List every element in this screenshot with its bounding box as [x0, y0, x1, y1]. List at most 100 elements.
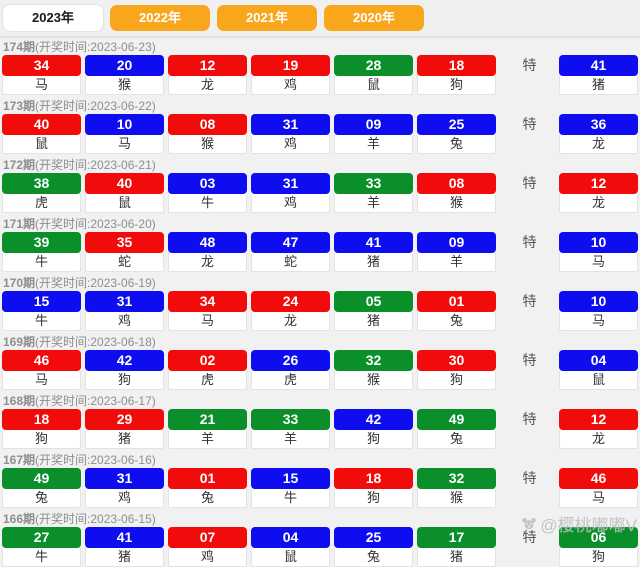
ball-zodiac: 蛇 [85, 253, 164, 272]
ball-cell: 04 鼠 [559, 350, 638, 390]
ball-number: 10 [559, 232, 638, 253]
ball-cell: 15 牛 [251, 468, 330, 508]
ball-zodiac: 猪 [85, 548, 164, 567]
special-spacer: 特 [500, 350, 559, 390]
ball-cell: 34 马 [168, 291, 247, 331]
ball-cell: 10 马 [559, 232, 638, 272]
ball-zodiac: 狗 [334, 489, 413, 508]
ball-cell: 09 羊 [334, 114, 413, 154]
tab-year-2020[interactable]: 2020年 [324, 5, 424, 31]
ball-number: 34 [168, 291, 247, 312]
ball-zodiac: 牛 [2, 312, 81, 331]
period-title: 172期(开奖时间:2023-06-21) [2, 157, 638, 172]
ball-cell: 40 鼠 [85, 173, 164, 213]
ball-number: 08 [417, 173, 496, 194]
ball-number: 40 [2, 114, 81, 135]
ball-zodiac: 兔 [417, 135, 496, 154]
ball-zodiac: 狗 [559, 548, 638, 567]
tab-year-2023[interactable]: 2023年 [3, 5, 103, 31]
ball-row: 49 兔 31 鸡 01 兔 15 牛 18 狗 32 猴 特 46 马 [2, 468, 638, 508]
ball-zodiac: 虎 [251, 371, 330, 390]
ball-cell: 40 鼠 [2, 114, 81, 154]
ball-number: 31 [85, 468, 164, 489]
ball-zodiac: 猴 [85, 76, 164, 95]
period-row: 174期(开奖时间:2023-06-23) 34 马 20 猴 12 龙 19 … [2, 39, 638, 95]
ball-zodiac: 狗 [85, 371, 164, 390]
ball-number: 46 [559, 468, 638, 489]
ball-zodiac: 龙 [251, 312, 330, 331]
ball-number: 33 [334, 173, 413, 194]
ball-zodiac: 猴 [334, 371, 413, 390]
ball-number: 10 [85, 114, 164, 135]
ball-zodiac: 虎 [2, 194, 81, 213]
ball-cell: 34 马 [2, 55, 81, 95]
ball-number: 19 [251, 55, 330, 76]
ball-number: 09 [334, 114, 413, 135]
ball-number: 36 [559, 114, 638, 135]
period-number: 168期 [3, 394, 36, 408]
ball-number: 34 [2, 55, 81, 76]
period-number: 166期 [3, 512, 36, 526]
ball-cell: 28 鼠 [334, 55, 413, 95]
ball-cell: 06 狗 [559, 527, 638, 567]
special-spacer: 特 [500, 173, 559, 213]
ball-cell: 27 牛 [2, 527, 81, 567]
special-spacer: 特 [500, 232, 559, 272]
ball-zodiac: 鼠 [334, 76, 413, 95]
ball-zodiac: 狗 [334, 430, 413, 449]
ball-zodiac: 猪 [334, 253, 413, 272]
ball-number: 46 [2, 350, 81, 371]
period-number: 172期 [3, 158, 36, 172]
period-number: 173期 [3, 99, 36, 113]
ball-zodiac: 猪 [417, 548, 496, 567]
special-spacer: 特 [500, 55, 559, 95]
ball-number: 41 [85, 527, 164, 548]
ball-number: 48 [168, 232, 247, 253]
draw-time: (开奖时间:2023-06-22) [35, 99, 156, 113]
period-title: 171期(开奖时间:2023-06-20) [2, 216, 638, 231]
ball-zodiac: 羊 [251, 430, 330, 449]
ball-number: 02 [168, 350, 247, 371]
ball-number: 09 [417, 232, 496, 253]
period-row: 173期(开奖时间:2023-06-22) 40 鼠 10 马 08 猴 31 … [2, 98, 638, 154]
period-number: 167期 [3, 453, 36, 467]
ball-row: 39 牛 35 蛇 48 龙 47 蛇 41 猪 09 羊 特 10 马 [2, 232, 638, 272]
ball-number: 26 [251, 350, 330, 371]
special-label: 特 [522, 57, 537, 73]
period-row: 167期(开奖时间:2023-06-16) 49 兔 31 鸡 01 兔 15 … [2, 452, 638, 508]
special-spacer: 特 [500, 114, 559, 154]
ball-number: 47 [251, 232, 330, 253]
ball-cell: 10 马 [85, 114, 164, 154]
draw-time: (开奖时间:2023-06-18) [35, 335, 156, 349]
ball-cell: 19 鸡 [251, 55, 330, 95]
ball-zodiac: 鸡 [85, 312, 164, 331]
ball-cell: 31 鸡 [251, 173, 330, 213]
ball-zodiac: 猴 [168, 135, 247, 154]
ball-cell: 49 兔 [2, 468, 81, 508]
ball-cell: 24 龙 [251, 291, 330, 331]
ball-zodiac: 猪 [85, 430, 164, 449]
ball-zodiac: 羊 [334, 135, 413, 154]
ball-number: 49 [417, 409, 496, 430]
ball-cell: 05 猪 [334, 291, 413, 331]
period-number: 171期 [3, 217, 36, 231]
ball-zodiac: 鼠 [85, 194, 164, 213]
ball-cell: 09 羊 [417, 232, 496, 272]
ball-zodiac: 牛 [2, 253, 81, 272]
ball-number: 20 [85, 55, 164, 76]
ball-number: 35 [85, 232, 164, 253]
ball-zodiac: 鼠 [2, 135, 81, 154]
ball-cell: 33 羊 [334, 173, 413, 213]
ball-zodiac: 兔 [334, 548, 413, 567]
ball-zodiac: 猪 [334, 312, 413, 331]
ball-cell: 31 鸡 [85, 468, 164, 508]
period-row: 169期(开奖时间:2023-06-18) 46 马 42 狗 02 虎 26 … [2, 334, 638, 390]
tab-year-2022[interactable]: 2022年 [110, 5, 210, 31]
ball-row: 34 马 20 猴 12 龙 19 鸡 28 鼠 18 狗 特 41 猪 [2, 55, 638, 95]
tab-year-2021[interactable]: 2021年 [217, 5, 317, 31]
ball-number: 12 [168, 55, 247, 76]
special-label: 特 [522, 175, 537, 191]
ball-cell: 32 猴 [417, 468, 496, 508]
ball-row: 38 虎 40 鼠 03 牛 31 鸡 33 羊 08 猴 特 12 龙 [2, 173, 638, 213]
ball-number: 31 [251, 173, 330, 194]
